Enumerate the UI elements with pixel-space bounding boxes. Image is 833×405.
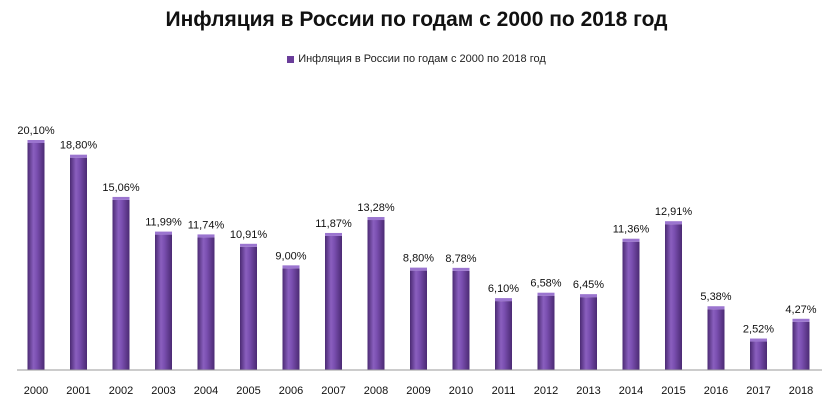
bar-2008 xyxy=(367,220,385,370)
data-label-2012: 6,58% xyxy=(530,278,561,290)
bar-2018 xyxy=(792,321,810,370)
bar-2005 xyxy=(240,246,257,370)
x-tick-2010: 2010 xyxy=(449,385,473,397)
data-label-2018: 4,27% xyxy=(785,304,816,316)
data-label-2000: 20,10% xyxy=(17,125,55,137)
x-tick-2011: 2011 xyxy=(492,385,516,397)
bar-top-2007 xyxy=(325,232,342,236)
data-label-2013: 6,45% xyxy=(573,279,604,291)
data-label-2003: 11,99% xyxy=(145,217,182,229)
bar-2010 xyxy=(452,270,470,370)
x-tick-labels-group: 2000 2001 2002 2003 2004 2005 2006 2007 2008 2009… xyxy=(24,385,813,397)
data-label-2015: 12,91% xyxy=(655,206,693,218)
data-label-2011: 6,10% xyxy=(488,283,519,295)
bar-top-2011 xyxy=(495,298,512,302)
bar-top-2005 xyxy=(240,243,257,247)
x-tick-2009: 2009 xyxy=(406,385,430,397)
bar-top-2004 xyxy=(197,234,215,238)
x-tick-2018: 2018 xyxy=(789,385,813,397)
bar-top-2013 xyxy=(580,294,597,298)
bar-2011 xyxy=(495,301,512,370)
x-tick-2004: 2004 xyxy=(194,385,218,397)
data-label-2008: 13,28% xyxy=(357,202,395,214)
bar-top-2003 xyxy=(155,231,172,235)
bar-top-2001 xyxy=(70,154,87,158)
bar-2006 xyxy=(282,268,300,370)
bar-top-2006 xyxy=(282,265,300,269)
bar-2016 xyxy=(707,309,725,370)
bar-top-2000 xyxy=(27,140,45,143)
x-tick-2015: 2015 xyxy=(661,385,685,397)
data-label-2017: 2,52% xyxy=(743,324,774,336)
data-label-2016: 5,38% xyxy=(700,291,731,303)
bar-top-2014 xyxy=(622,238,640,242)
bar-top-2015 xyxy=(665,221,682,225)
data-label-2007: 11,87% xyxy=(315,218,352,230)
bar-2001 xyxy=(70,157,87,370)
x-tick-2002: 2002 xyxy=(109,385,133,397)
bar-top-2016 xyxy=(707,306,725,310)
chart-title: Инфляция в России по годам с 2000 по 201… xyxy=(165,8,668,31)
x-tick-2017: 2017 xyxy=(746,385,770,397)
bar-2014 xyxy=(622,241,640,370)
x-tick-2006: 2006 xyxy=(279,385,303,397)
bar-top-2008 xyxy=(367,217,385,221)
x-tick-2001: 2001 xyxy=(66,385,90,397)
bar-top-2002 xyxy=(112,196,130,200)
data-labels-group: 20,10% 18,80% 15,06% 11,99% 11,74% 10,91% 9,00… xyxy=(17,125,816,336)
bar-2009 xyxy=(410,270,427,370)
x-tick-2003: 2003 xyxy=(151,385,175,397)
x-tick-2014: 2014 xyxy=(619,385,643,397)
x-tick-2016: 2016 xyxy=(704,385,728,397)
x-tick-2000: 2000 xyxy=(24,385,48,397)
bar-top-2009 xyxy=(410,267,427,271)
bar-2003 xyxy=(155,234,172,370)
x-tick-2012: 2012 xyxy=(534,385,558,397)
data-label-2001: 18,80% xyxy=(60,140,98,152)
bar-top-2018 xyxy=(792,318,810,322)
bar-2007 xyxy=(325,235,342,370)
bar-2012 xyxy=(537,295,555,370)
bar-2000 xyxy=(27,143,45,370)
legend-swatch xyxy=(287,55,295,63)
bar-2015 xyxy=(665,224,682,370)
bar-top-2012 xyxy=(537,292,555,296)
data-label-2014: 11,36% xyxy=(613,224,650,236)
x-tick-2008: 2008 xyxy=(364,385,388,397)
bar-2013 xyxy=(580,297,597,370)
x-tick-2007: 2007 xyxy=(321,385,345,397)
data-label-2002: 15,06% xyxy=(102,182,140,194)
x-tick-2013: 2013 xyxy=(576,385,600,397)
data-label-2006: 9,00% xyxy=(275,250,306,262)
data-label-2010: 8,78% xyxy=(445,253,476,265)
data-label-2009: 8,80% xyxy=(403,253,434,265)
legend: Инфляция в России по годам с 2000 по 201… xyxy=(0,53,833,65)
bar-2004 xyxy=(197,237,215,370)
bar-2017 xyxy=(750,341,767,370)
legend-label: Инфляция в России по годам с 2000 по 201… xyxy=(298,53,546,66)
bar-top-2010 xyxy=(452,267,470,271)
bars-group xyxy=(27,140,810,370)
data-label-2005: 10,91% xyxy=(230,229,268,241)
bar-top-2017 xyxy=(750,338,767,342)
bar-2002 xyxy=(112,199,130,370)
x-tick-2005: 2005 xyxy=(236,385,260,397)
data-label-2004: 11,74% xyxy=(188,219,225,231)
